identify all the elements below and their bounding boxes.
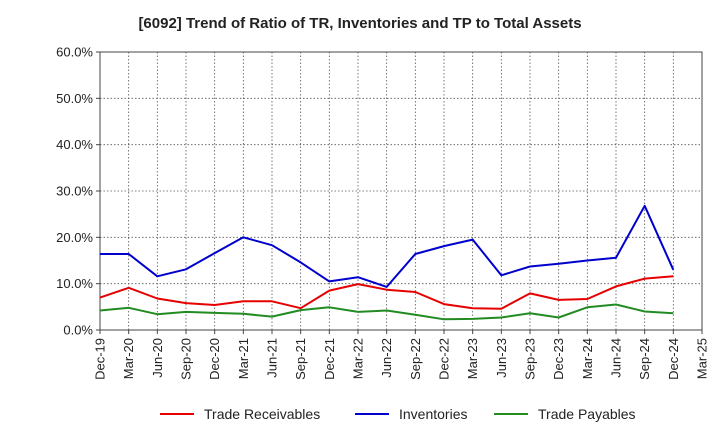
y-tick-label: 50.0% xyxy=(56,91,93,106)
series-line-inventories xyxy=(100,204,675,288)
y-tick-label: 40.0% xyxy=(56,137,93,152)
y-tick-label: 10.0% xyxy=(56,276,93,291)
x-tick-label: Dec-20 xyxy=(207,338,222,380)
series-line-trade-payables xyxy=(99,303,674,321)
legend-label: Trade Receivables xyxy=(204,406,320,422)
y-tick-label: 20.0% xyxy=(56,230,93,245)
x-tick-label: Dec-23 xyxy=(551,338,566,380)
legend: Trade Receivables Inventories Trade Payabl… xyxy=(160,406,636,422)
legend-label: Trade Payables xyxy=(538,406,636,422)
x-tick-label: Mar-24 xyxy=(580,338,595,379)
x-tick-label: Dec-24 xyxy=(666,338,681,380)
legend-label: Inventories xyxy=(399,406,467,422)
y-tick-label: 0.0% xyxy=(63,323,93,338)
x-tick-label: Dec-21 xyxy=(322,338,337,380)
x-axis: Dec-19 Mar-20 Jun-20 Sep-20 Dec-20 Mar-21 Jun-… xyxy=(93,330,710,380)
x-tick-label: Sep-23 xyxy=(523,338,538,380)
x-tick-label: Mar-22 xyxy=(351,338,366,379)
x-tick-label: Sep-22 xyxy=(408,338,423,380)
x-tick-label: Dec-22 xyxy=(437,338,452,380)
x-tick-label: Jun-23 xyxy=(494,338,509,378)
x-tick-label: Dec-19 xyxy=(93,338,108,380)
series-line-trade-receivables xyxy=(99,275,674,310)
x-tick-label: Mar-23 xyxy=(465,338,480,379)
x-tick-label: Mar-20 xyxy=(121,338,136,379)
x-tick-label: Jun-20 xyxy=(150,338,165,378)
x-tick-label: Mar-21 xyxy=(236,338,251,379)
x-tick-label: Jun-24 xyxy=(609,338,624,378)
x-tick-label: Sep-24 xyxy=(637,338,652,380)
x-tick-label: Sep-20 xyxy=(179,338,194,380)
x-tick-label: Sep-21 xyxy=(293,338,308,380)
y-tick-label: 60.0% xyxy=(56,45,93,60)
x-tick-label: Jun-22 xyxy=(379,338,394,378)
x-tick-label: Mar-25 xyxy=(695,338,710,379)
y-tick-label: 30.0% xyxy=(56,184,93,199)
x-tick-label: Jun-21 xyxy=(265,338,280,378)
chart-title: [6092] Trend of Ratio of TR, Inventories… xyxy=(138,15,582,32)
grid xyxy=(100,52,702,330)
series xyxy=(99,204,675,321)
y-axis: 0.0% 10.0% 20.0% 30.0% 40.0% 50.0% 60.0% xyxy=(56,45,100,338)
